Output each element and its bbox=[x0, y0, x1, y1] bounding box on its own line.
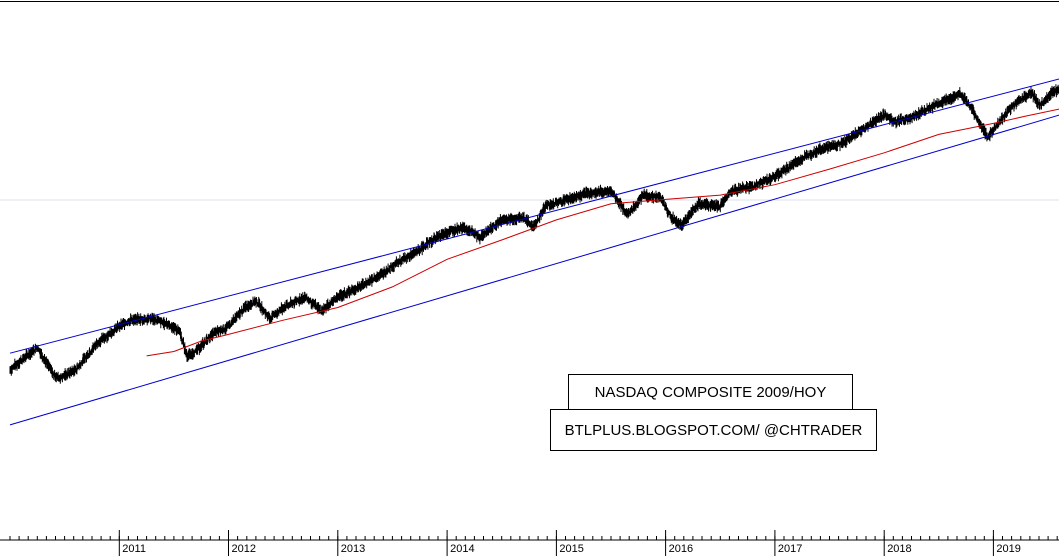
x-tick-label-2016: 2016 bbox=[669, 543, 693, 555]
x-tick-label-2014: 2014 bbox=[450, 543, 474, 555]
x-tick-label-2018: 2018 bbox=[887, 543, 911, 555]
price-bars bbox=[9, 84, 1059, 384]
moving-average-line bbox=[146, 108, 1059, 357]
x-axis-minor-ticks bbox=[9, 536, 1058, 540]
x-tick-label-2011: 2011 bbox=[122, 543, 146, 555]
x-tick-label-2013: 2013 bbox=[341, 543, 365, 555]
chart-subtitle: BTLPLUS.BLOGSPOT.COM/ @CHTRADER bbox=[550, 409, 877, 451]
x-axis: 2011 2012 2013 2014 2015 2016 2017 2018 2019 bbox=[0, 530, 1059, 556]
x-tick-label-2017: 2017 bbox=[778, 543, 802, 555]
price-series bbox=[9, 84, 1059, 384]
chart-title: NASDAQ COMPOSITE 2009/HOY bbox=[568, 374, 853, 410]
x-tick-label-2012: 2012 bbox=[232, 543, 256, 555]
x-tick-label-2015: 2015 bbox=[559, 543, 583, 555]
lower-channel-line bbox=[9, 114, 1059, 426]
upper-channel-line bbox=[9, 78, 1059, 354]
series-layer bbox=[9, 78, 1059, 426]
x-tick-label-2019: 2019 bbox=[996, 543, 1020, 555]
